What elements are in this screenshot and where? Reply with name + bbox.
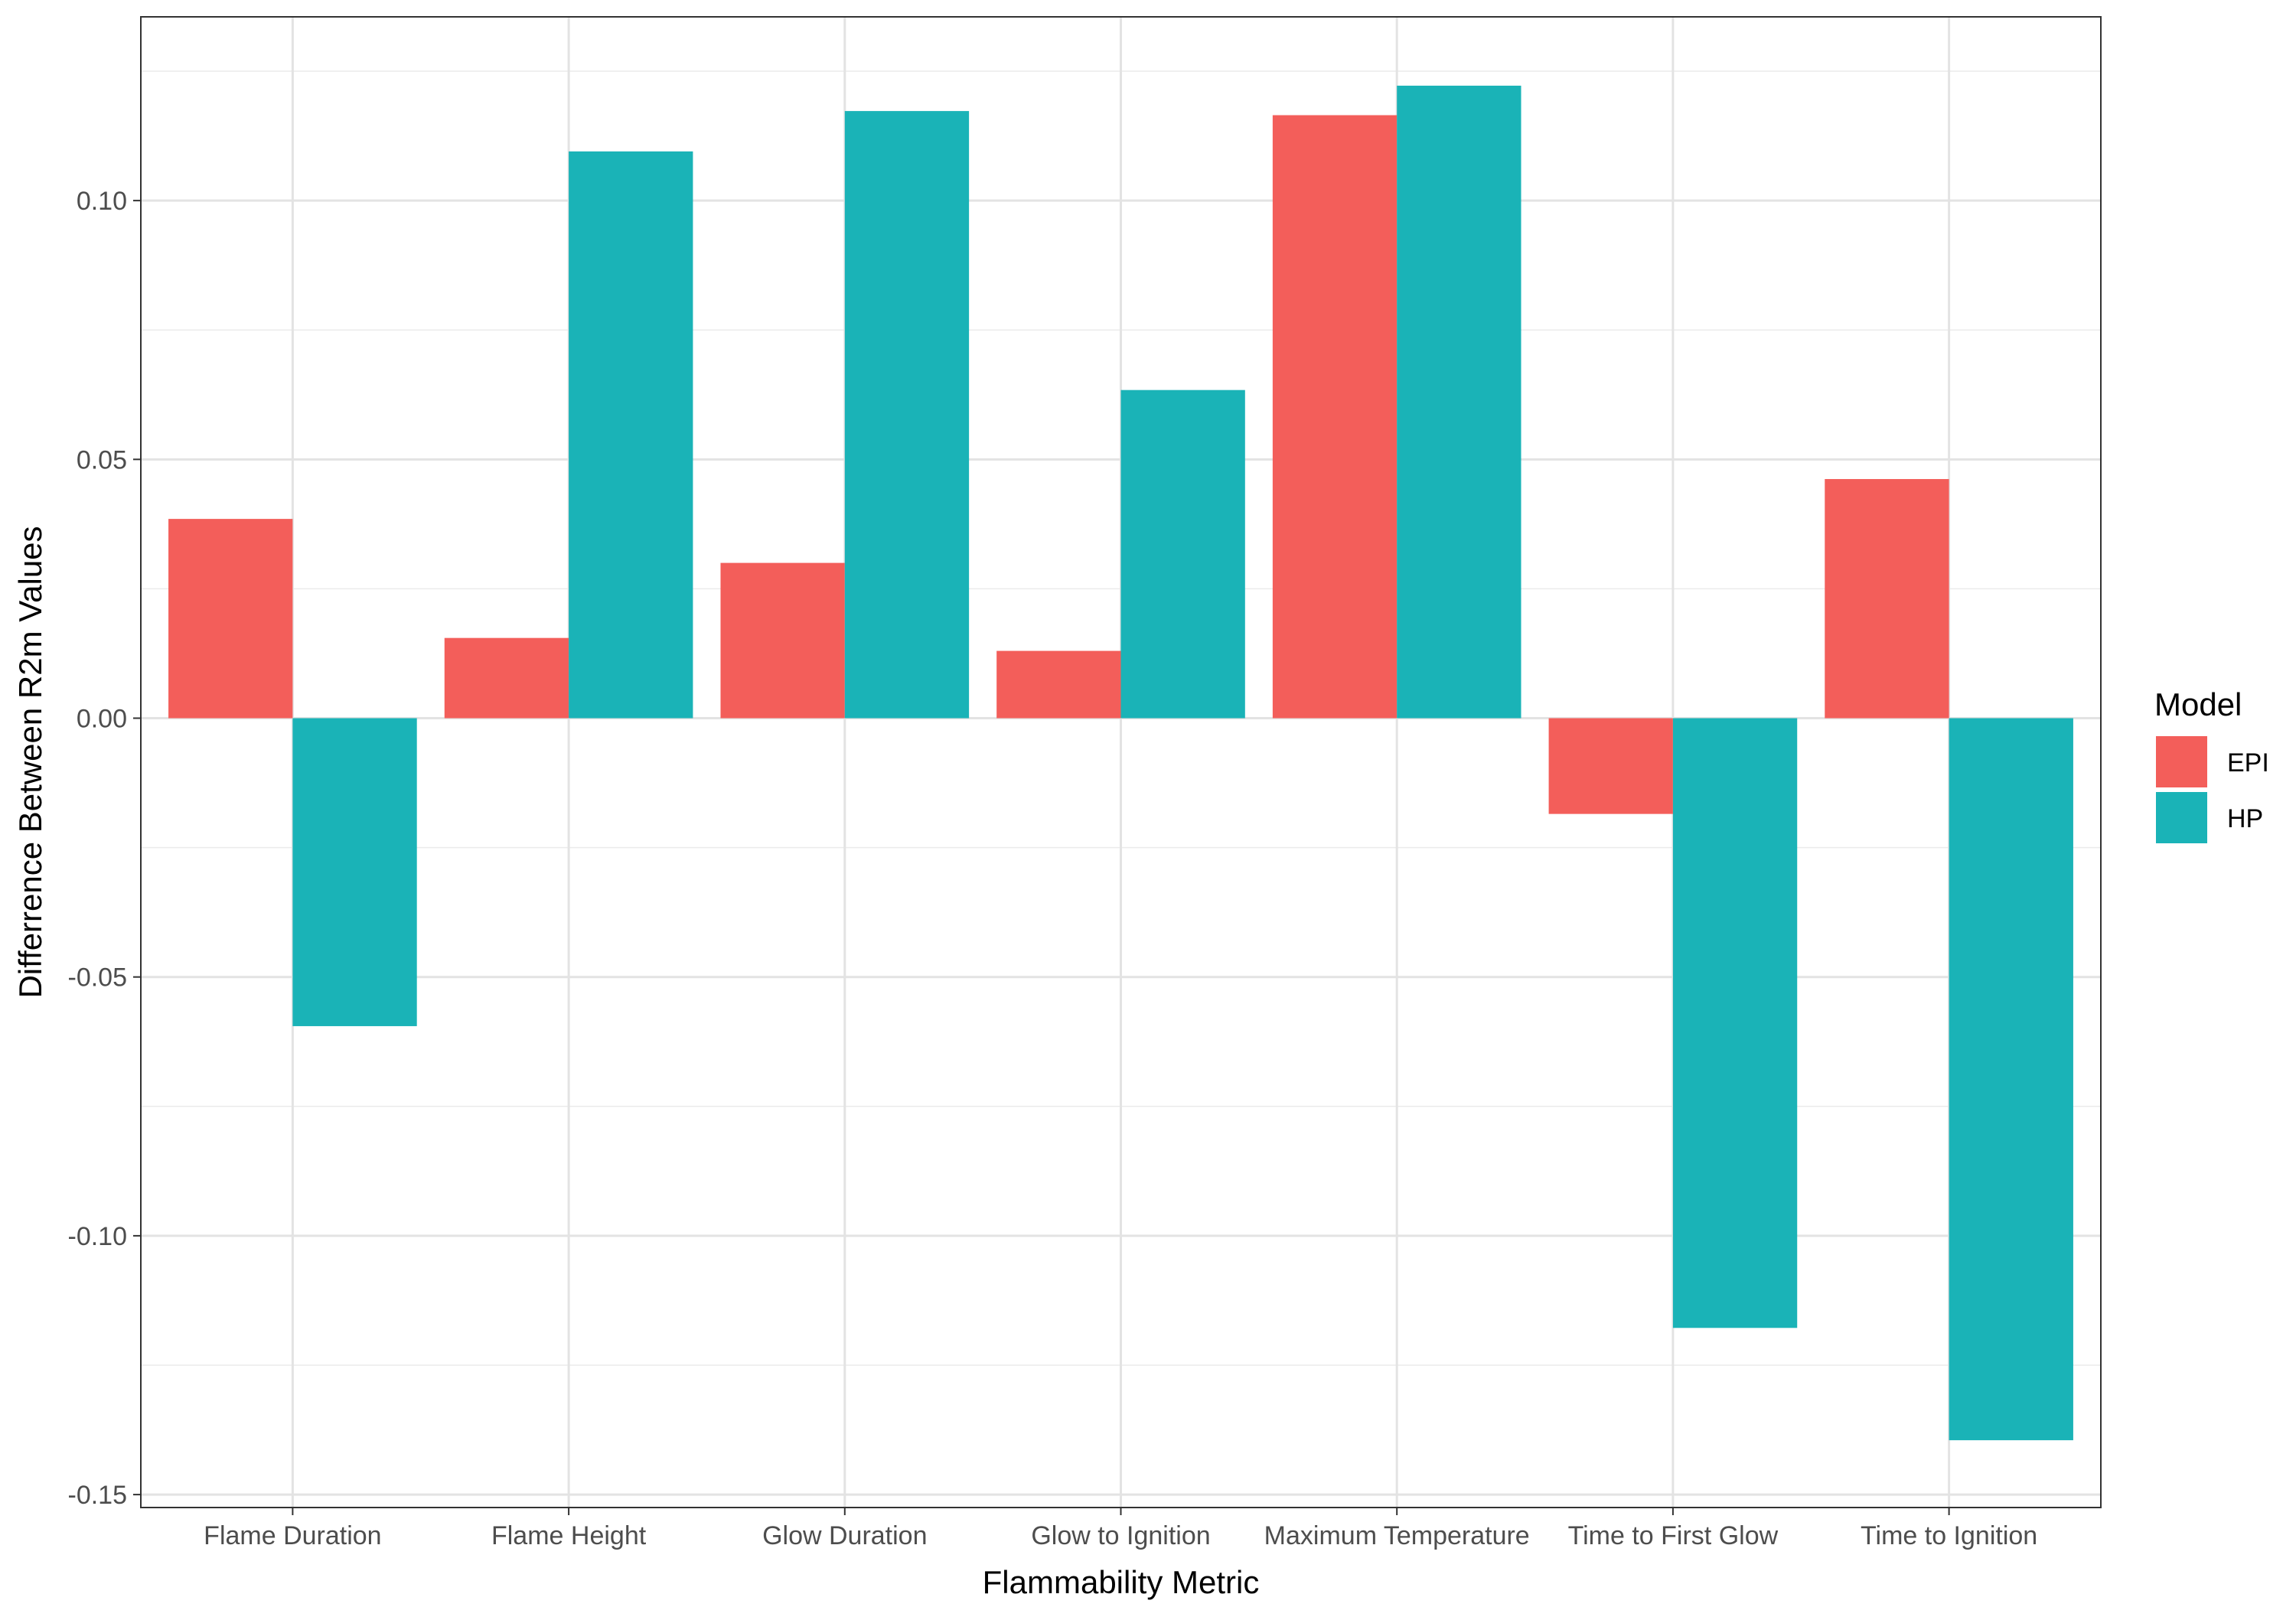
legend-key-epi	[2156, 736, 2207, 787]
y-tick-label: -0.05	[68, 963, 128, 993]
x-tick-label: Glow Duration	[762, 1521, 927, 1550]
bar-hp-glow-duration	[844, 111, 970, 719]
bar-hp-flame-duration	[292, 718, 417, 1026]
y-axis-title: Differrence Between R2m Values	[12, 526, 48, 998]
legend-title: Model	[2154, 686, 2242, 722]
y-tick-label: 0.10	[77, 187, 127, 216]
y-tick-label: 0.00	[77, 705, 127, 734]
legend: Model EPI HP	[2154, 686, 2269, 843]
bar-hp-flame-height	[569, 151, 693, 719]
x-tick-label: Flame Height	[491, 1521, 647, 1550]
legend-label-epi: EPI	[2227, 748, 2269, 777]
bar-epi-time-to-ignition	[1825, 479, 1949, 719]
y-tick-label: -0.15	[68, 1481, 128, 1510]
x-tick-label: Maximum Temperature	[1264, 1521, 1530, 1550]
bar-hp-maximum-temperature	[1397, 85, 1521, 719]
bar-hp-time-to-first-glow	[1672, 718, 1798, 1328]
x-tick-label: Glow to Ignition	[1031, 1521, 1210, 1550]
bar-epi-flame-duration	[168, 519, 293, 719]
legend-key-hp	[2156, 792, 2207, 843]
bar-epi-glow-to-ignition	[996, 650, 1121, 719]
axis-ticks: -0.15 -0.10 -0.05 0.00 0.05 0.10 Flame Duratio…	[68, 187, 2038, 1550]
y-tick-label: 0.05	[77, 445, 127, 474]
legend-label-hp: HP	[2227, 804, 2263, 833]
x-axis-title: Flammability Metric	[983, 1564, 1260, 1600]
bar-epi-flame-height	[444, 637, 569, 719]
bar-hp-glow-to-ignition	[1120, 390, 1245, 719]
x-tick-label: Time to Ignition	[1861, 1521, 2037, 1550]
bar-epi-time-to-first-glow	[1548, 718, 1673, 814]
bar-epi-maximum-temperature	[1272, 115, 1397, 719]
bar-epi-glow-duration	[720, 562, 845, 719]
x-tick-label: Time to First Glow	[1568, 1521, 1779, 1550]
y-tick-label: -0.10	[68, 1222, 128, 1251]
bars	[168, 85, 2073, 1441]
bar-hp-time-to-ignition	[1949, 718, 2073, 1441]
x-tick-label: Flame Duration	[204, 1521, 381, 1550]
